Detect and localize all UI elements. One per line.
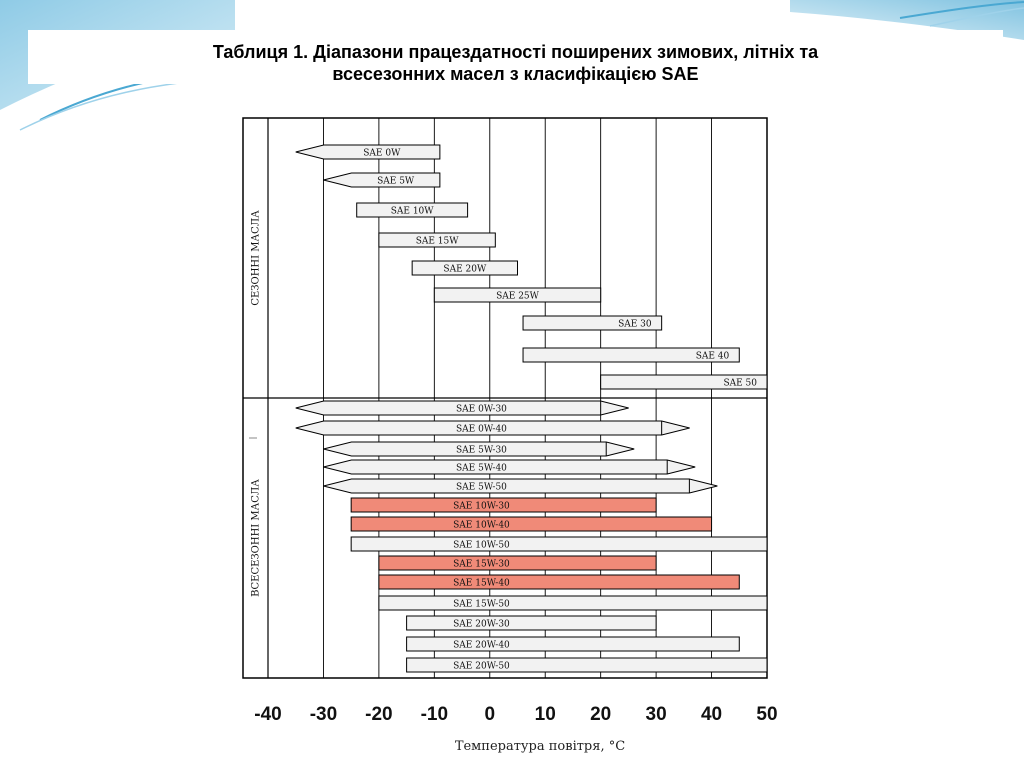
- bar-label: SAE 0W: [363, 149, 401, 159]
- oil-range-bar: [350, 497, 657, 513]
- oil-range-bar: [522, 315, 663, 331]
- oil-range-bar: [406, 657, 768, 673]
- slide-title: Таблиця 1. Діапазони працездатності поши…: [28, 30, 1003, 84]
- x-tick-label: -20: [365, 704, 392, 725]
- group-label: ВСЕСЕЗОННІ МАСЛА: [251, 479, 262, 597]
- oil-range-bar: [295, 420, 690, 436]
- oil-range-bar: [378, 232, 496, 248]
- bar-label: SAE 10W-40: [453, 521, 510, 531]
- bar-label: SAE 15W-30: [453, 560, 510, 570]
- bar-label: SAE 0W-30: [456, 405, 507, 415]
- bar-label: SAE 5W: [377, 177, 415, 187]
- oil-range-bar: [378, 555, 657, 571]
- bar-label: SAE 40: [696, 352, 730, 362]
- bar-label: SAE 15W-40: [453, 579, 510, 589]
- bar-label: SAE 10W-50: [453, 541, 510, 551]
- oil-range-bar: [378, 574, 740, 590]
- bar-label: SAE 0W-40: [456, 425, 507, 435]
- bar-label: SAE 5W-50: [456, 483, 507, 493]
- oil-range-bar: [323, 441, 635, 457]
- bar-label: SAE 20W-30: [453, 620, 510, 630]
- bar-label: SAE 10W: [391, 207, 435, 217]
- x-tick-label: 30: [646, 704, 667, 725]
- bar-label: SAE 25W: [496, 292, 540, 302]
- bar-label: SAE 5W-30: [456, 446, 507, 456]
- x-tick-label: -40: [254, 704, 281, 725]
- title-line-1: Таблиця 1. Діапазони працездатності поши…: [212, 42, 819, 62]
- bar-label: SAE 5W-40: [456, 464, 507, 474]
- oil-range-bar: [600, 374, 768, 390]
- oil-range-bar: [323, 172, 441, 188]
- oil-range-bar: [433, 287, 602, 303]
- oil-range-bar: [295, 400, 629, 416]
- bar-label: SAE 15W: [416, 237, 460, 247]
- title-line-2: всесезонних масел з класифікацією SAE: [332, 64, 699, 84]
- oil-range-bar: [323, 478, 718, 494]
- bar-label: SAE 20W-40: [453, 641, 510, 651]
- x-tick-label: -10: [421, 704, 448, 725]
- oil-range-bar: [406, 636, 740, 652]
- bar-label: SAE 50: [723, 379, 757, 389]
- oil-range-bar: [378, 595, 768, 611]
- bar-label: SAE 20W-50: [453, 662, 510, 672]
- oil-range-bar: [406, 615, 657, 631]
- x-tick-label: 20: [590, 704, 611, 725]
- oil-range-bar: [323, 459, 696, 475]
- oil-range-bar: [356, 202, 469, 218]
- x-tick-label: 10: [535, 704, 556, 725]
- x-tick-label: 40: [701, 704, 722, 725]
- oil-range-bar: [295, 144, 441, 160]
- x-tick-label: 0: [484, 704, 495, 725]
- group-label: СЕЗОННІ МАСЛА: [251, 210, 262, 306]
- oil-range-bar: [350, 536, 768, 552]
- oil-range-bar: [522, 347, 740, 363]
- oil-range-bar: [350, 516, 713, 532]
- bar-label: SAE 15W-50: [453, 600, 510, 610]
- x-axis-label: Температура повітря, °С: [455, 739, 625, 754]
- x-tick-label: -30: [310, 704, 337, 725]
- bar-label: SAE 20W: [443, 265, 487, 275]
- bar-label: SAE 30: [618, 320, 652, 330]
- oil-range-bar: [411, 260, 518, 276]
- bar-label: SAE 10W-30: [453, 502, 510, 512]
- x-tick-label: 50: [756, 704, 777, 725]
